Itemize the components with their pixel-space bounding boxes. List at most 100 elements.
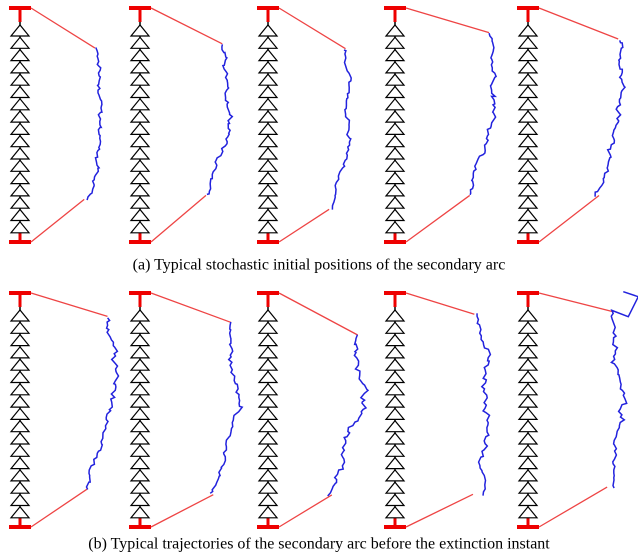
insulator-disc <box>131 185 149 196</box>
insulator-disc <box>519 495 537 506</box>
insulator-disc <box>11 148 29 159</box>
insulator-disc <box>131 433 149 444</box>
insulator-disc <box>259 74 277 85</box>
insulator-disc <box>519 372 537 383</box>
insulator-disc <box>259 421 277 432</box>
insulator-disc <box>131 359 149 370</box>
insulator-disc <box>11 62 29 73</box>
insulator-disc <box>259 50 277 61</box>
insulator-disc <box>131 335 149 346</box>
insulator-disc <box>519 123 537 134</box>
insulator-disc <box>131 173 149 184</box>
insulator-disc <box>131 445 149 456</box>
insulator-disc <box>259 185 277 196</box>
insulator-disc <box>386 37 404 48</box>
insulator-disc <box>259 433 277 444</box>
insulator-disc <box>131 62 149 73</box>
insulator-disc <box>519 222 537 233</box>
insulator-disc <box>386 372 404 383</box>
insulator-disc <box>11 160 29 171</box>
insulator-disc <box>386 62 404 73</box>
insulator-disc <box>519 482 537 493</box>
insulator-disc <box>519 347 537 358</box>
insulator-disc <box>519 210 537 221</box>
insulator-disc <box>131 482 149 493</box>
insulator-disc <box>11 310 29 321</box>
arc-lead <box>406 293 474 314</box>
insulator-disc <box>519 50 537 61</box>
arc-lead <box>406 195 470 242</box>
insulator-disc <box>519 408 537 419</box>
insulator-disc <box>519 185 537 196</box>
insulator-disc <box>11 222 29 233</box>
insulator-disc <box>386 50 404 61</box>
insulator-disc <box>11 347 29 358</box>
insulator-disc <box>519 111 537 122</box>
insulator-disc <box>386 310 404 321</box>
insulator-disc <box>259 372 277 383</box>
arc-path <box>207 44 232 194</box>
insulator-disc <box>259 25 277 36</box>
insulator-disc <box>519 470 537 481</box>
insulator-disc <box>11 173 29 184</box>
arc-lead <box>31 489 87 527</box>
insulator-disc <box>386 160 404 171</box>
arc-lead <box>151 495 213 527</box>
arc-path <box>328 335 368 496</box>
insulator-disc <box>131 384 149 395</box>
insulator-disc <box>386 210 404 221</box>
insulator-disc <box>386 335 404 346</box>
arc-path <box>87 48 102 201</box>
insulator-disc <box>131 421 149 432</box>
insulator-disc <box>11 25 29 36</box>
insulator-disc <box>11 458 29 469</box>
caption: (b) Typical trajectories of the secondar… <box>88 536 550 553</box>
insulator-disc <box>386 25 404 36</box>
insulator-disc <box>131 507 149 518</box>
arc-lead <box>151 293 231 322</box>
insulator-disc <box>131 111 149 122</box>
insulator-disc <box>259 99 277 110</box>
insulator-disc <box>131 408 149 419</box>
insulator-disc <box>519 310 537 321</box>
insulator-disc <box>386 445 404 456</box>
insulator-disc <box>259 495 277 506</box>
insulator-disc <box>519 74 537 85</box>
insulator-disc <box>11 74 29 85</box>
insulator-disc <box>131 123 149 134</box>
insulator-disc <box>131 50 149 61</box>
insulator-disc <box>386 421 404 432</box>
insulator-disc <box>259 359 277 370</box>
insulator-disc <box>386 347 404 358</box>
insulator-disc <box>259 160 277 171</box>
insulator-disc <box>519 173 537 184</box>
insulator-disc <box>259 470 277 481</box>
insulator-disc <box>386 197 404 208</box>
insulator-disc <box>386 148 404 159</box>
insulator-disc <box>131 87 149 98</box>
arc-lead <box>279 209 329 242</box>
insulator-disc <box>131 99 149 110</box>
insulator-disc <box>259 123 277 134</box>
insulator-disc <box>11 495 29 506</box>
insulator-disc <box>519 322 537 333</box>
insulator-disc <box>386 359 404 370</box>
insulator-disc <box>386 99 404 110</box>
insulator-disc <box>386 222 404 233</box>
arc-path <box>477 313 490 495</box>
insulator-disc <box>259 111 277 122</box>
insulator-disc <box>11 50 29 61</box>
arc-lead <box>279 293 358 335</box>
arc-lead <box>151 8 222 44</box>
insulator-disc <box>519 87 537 98</box>
insulator-disc <box>519 25 537 36</box>
insulator-disc <box>131 495 149 506</box>
arc-path <box>470 33 496 195</box>
insulator-disc <box>11 322 29 333</box>
insulator-disc <box>386 433 404 444</box>
insulator-disc <box>11 335 29 346</box>
insulator-disc <box>519 136 537 147</box>
insulator-disc <box>11 445 29 456</box>
insulator-disc <box>519 62 537 73</box>
insulator-disc <box>131 458 149 469</box>
